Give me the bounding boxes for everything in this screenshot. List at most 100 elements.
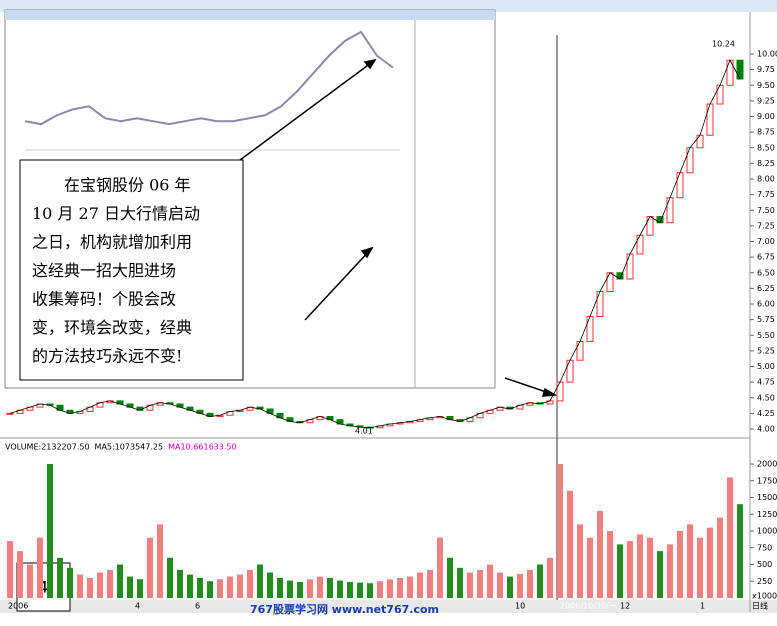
volume-bar bbox=[107, 569, 113, 598]
volume-bar bbox=[467, 572, 473, 598]
window-title bbox=[5, 10, 495, 20]
y-tick-label: 5.50 bbox=[757, 331, 775, 340]
x-tick-label: 日线 bbox=[752, 601, 768, 611]
volume-bar bbox=[657, 551, 663, 598]
y-tick-label: 9.75 bbox=[757, 65, 775, 74]
volume-bar bbox=[47, 464, 53, 598]
candle bbox=[646, 216, 654, 236]
volume-bar bbox=[27, 564, 33, 598]
candle bbox=[556, 381, 564, 402]
volume-bar bbox=[457, 567, 463, 598]
volume-legend: MA10:661633.50 bbox=[168, 443, 237, 452]
note-line: 变，环境会改变，经典 bbox=[32, 318, 192, 337]
volume-bar bbox=[237, 574, 243, 598]
y-tick-label: 4.25 bbox=[757, 409, 775, 418]
volume-bar bbox=[587, 537, 593, 598]
close-line bbox=[9, 59, 741, 429]
volume-bar bbox=[577, 524, 583, 598]
volume-bar bbox=[427, 569, 433, 598]
intraday-line bbox=[24, 30, 394, 126]
arrows bbox=[239, 58, 558, 397]
volume-bar bbox=[37, 537, 43, 598]
volume-legend: VOLUME:2132207.50 bbox=[5, 443, 90, 452]
y-tick-label: 7.25 bbox=[757, 221, 775, 230]
x-tick-label: 1 bbox=[700, 602, 705, 611]
volume-bar bbox=[197, 577, 203, 598]
y-tick-label: 8.00 bbox=[757, 175, 775, 184]
y-tick-label: 9.25 bbox=[757, 96, 775, 105]
volume-bar bbox=[707, 527, 713, 598]
y-tick-label: 7.75 bbox=[757, 190, 775, 199]
volume-bar bbox=[227, 576, 233, 598]
volume-bar bbox=[117, 564, 123, 598]
volume-bar bbox=[557, 464, 563, 598]
volume-bar bbox=[147, 537, 153, 598]
volume-bar bbox=[527, 569, 533, 598]
high-annotation: 10.24 bbox=[712, 40, 735, 49]
volume-bar bbox=[517, 573, 523, 598]
candle bbox=[636, 234, 644, 255]
candle bbox=[576, 341, 584, 361]
note-line: 的方法技巧永远不变! bbox=[32, 347, 182, 366]
y-tick-label: 4.00 bbox=[757, 425, 775, 434]
volume-bar bbox=[547, 557, 553, 598]
volume-bar bbox=[597, 510, 603, 598]
volume-bar bbox=[207, 581, 213, 598]
volume-bar bbox=[717, 517, 723, 598]
note-box bbox=[19, 159, 244, 381]
candle bbox=[606, 272, 614, 292]
y-tick-label: 8.50 bbox=[757, 143, 775, 152]
volume-bar bbox=[97, 572, 103, 598]
y-tick-label: 9.50 bbox=[757, 81, 775, 90]
candle bbox=[706, 103, 714, 136]
note-line: 10 月 27 日大行情启动 bbox=[32, 204, 200, 223]
volume-bar bbox=[447, 557, 453, 598]
note-line: 收集筹码！个股会改 bbox=[32, 290, 176, 309]
volume-bar bbox=[7, 541, 13, 598]
candle bbox=[626, 253, 634, 280]
volume-bar bbox=[667, 544, 673, 598]
volume-bar bbox=[337, 580, 343, 598]
volume-bar bbox=[627, 541, 633, 598]
volume-bar bbox=[317, 576, 323, 598]
volume-legend: MA5:1073547.25 bbox=[95, 443, 164, 452]
y-tick-label: 10.00 bbox=[757, 50, 777, 59]
unit-label: x1000 bbox=[752, 592, 777, 601]
volume-bar bbox=[617, 544, 623, 598]
volume-bar bbox=[167, 557, 173, 598]
volume-bar bbox=[187, 574, 193, 598]
candle bbox=[566, 359, 574, 383]
volume-bar bbox=[67, 567, 73, 598]
volume-bar bbox=[487, 564, 493, 598]
x-tick-label: 10 bbox=[515, 602, 525, 611]
volume-bar bbox=[367, 583, 373, 598]
candle bbox=[666, 197, 674, 224]
volume-bar bbox=[127, 576, 133, 598]
volume-bar bbox=[697, 537, 703, 598]
candle bbox=[686, 147, 694, 174]
volume-bar bbox=[357, 582, 363, 598]
note-line: 之日，机构就增加利用 bbox=[32, 233, 192, 252]
volume-bar bbox=[417, 572, 423, 598]
volume-bar bbox=[277, 577, 283, 598]
y-tick-label: 1000 bbox=[757, 527, 777, 536]
volume-bar bbox=[377, 581, 383, 598]
y-tick-label: 500 bbox=[757, 560, 772, 569]
volume-bar bbox=[57, 557, 63, 598]
x-tick-label: 12 bbox=[620, 602, 630, 611]
candle bbox=[716, 84, 724, 105]
volume-bar bbox=[647, 537, 653, 598]
volume-bar bbox=[137, 579, 143, 598]
y-tick-label: 5.75 bbox=[757, 315, 775, 324]
y-tick-label: 6.00 bbox=[757, 300, 775, 309]
y-tick-label: 4.75 bbox=[757, 378, 775, 387]
x-tick-label: 2006/10/30/一 bbox=[560, 602, 617, 611]
low-annotation: 4.01 bbox=[355, 427, 373, 436]
volume-bar bbox=[507, 576, 513, 598]
volume-bar bbox=[77, 574, 83, 598]
x-tick-label: 6 bbox=[195, 602, 200, 611]
title-bar bbox=[0, 0, 777, 12]
volume-bar bbox=[727, 477, 733, 598]
volume-bar bbox=[677, 531, 683, 598]
